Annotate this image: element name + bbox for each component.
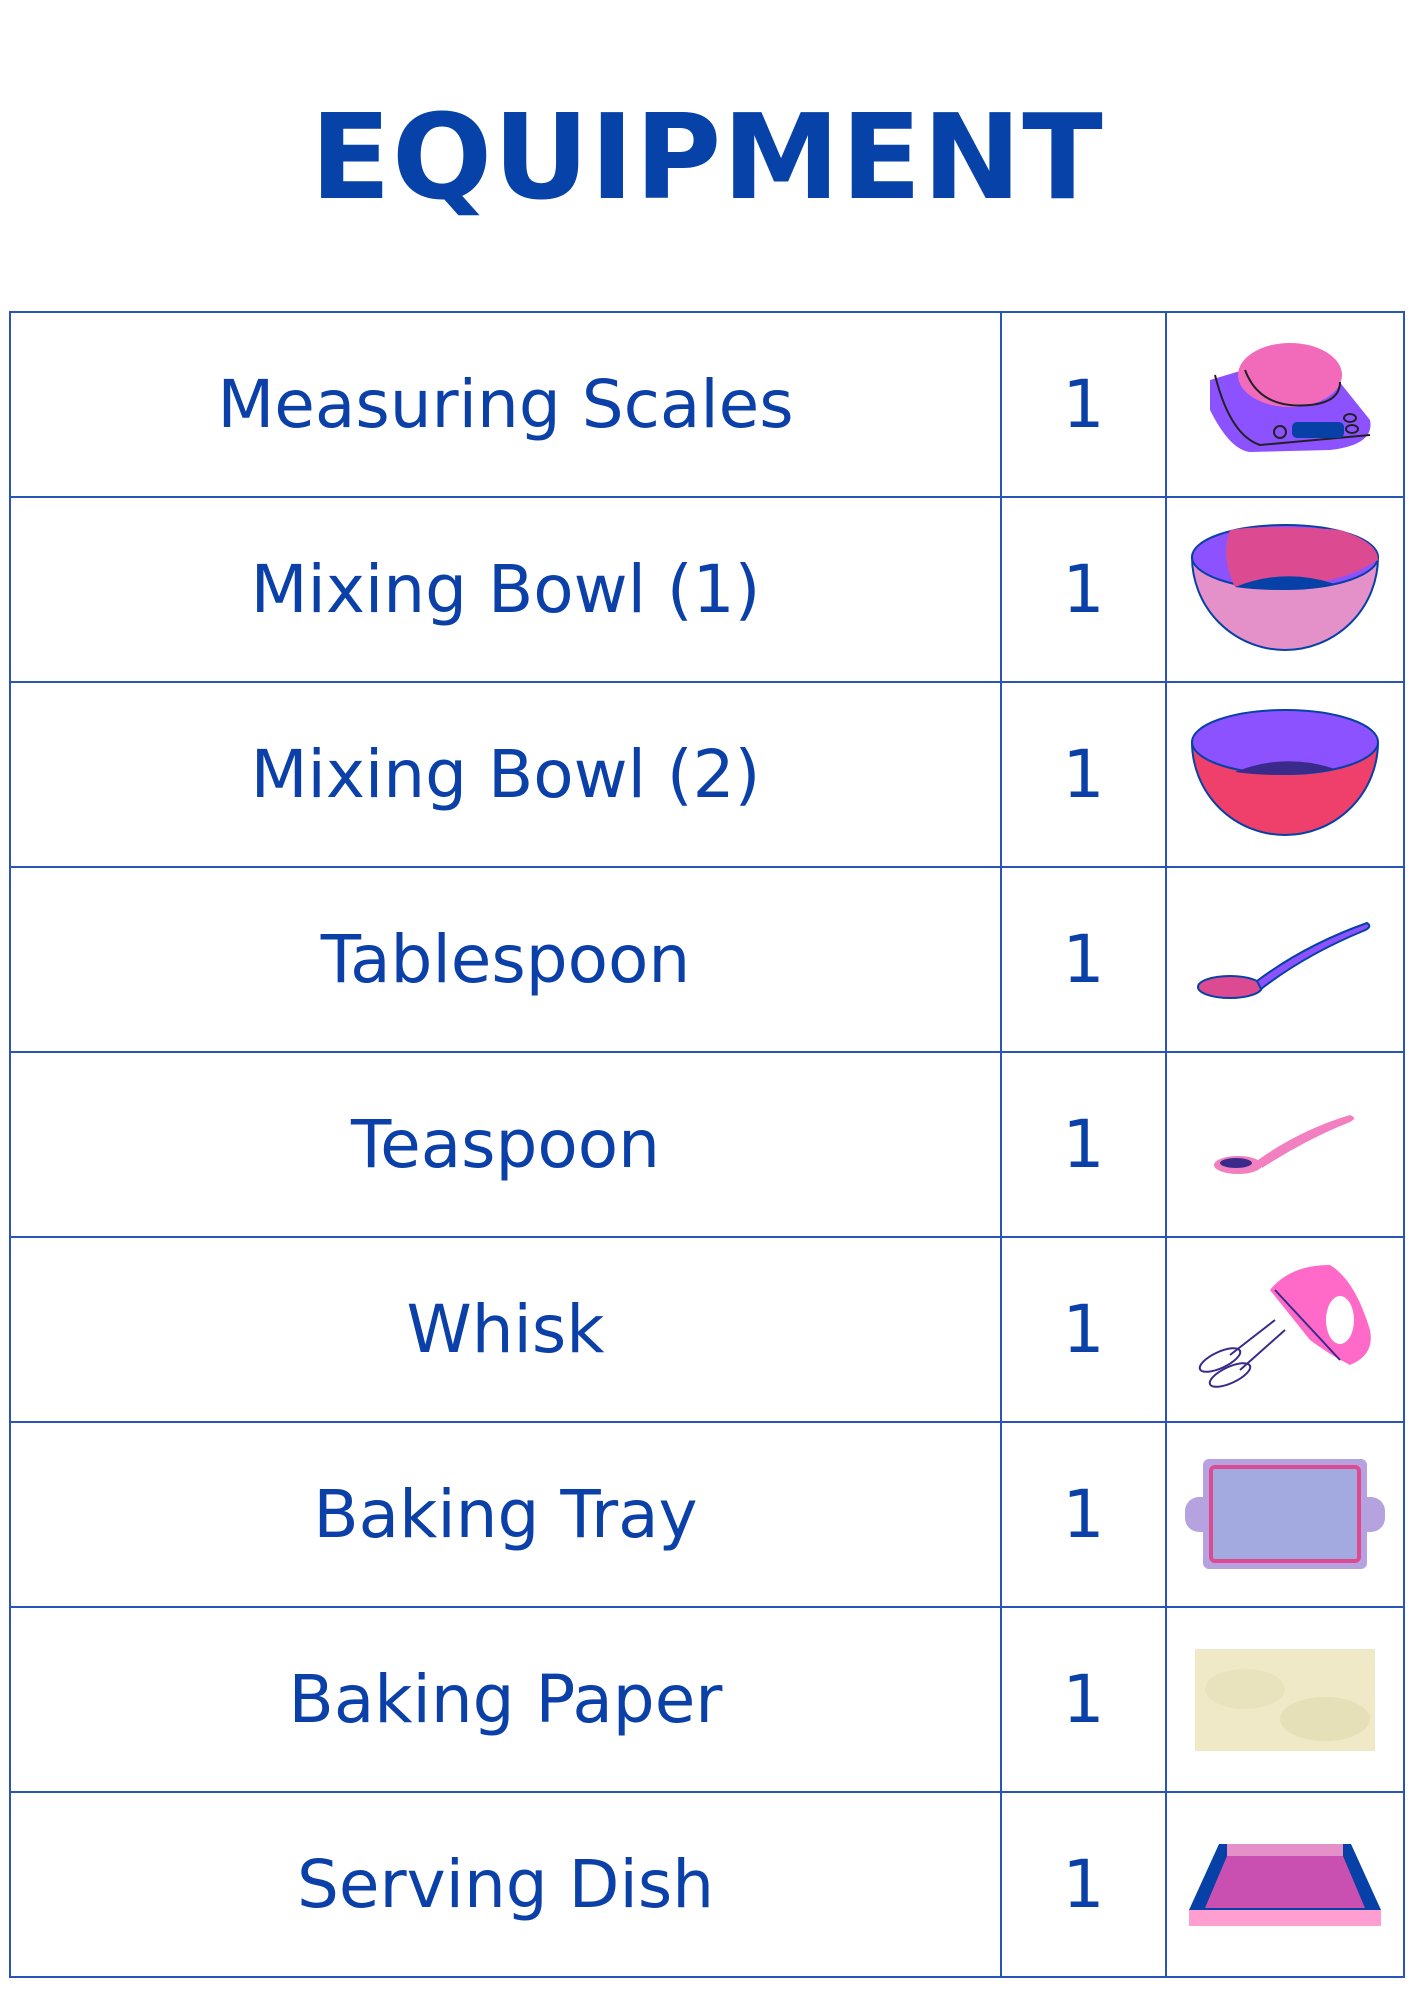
item-name: Serving Dish: [9, 1791, 1002, 1978]
item-name: Baking Paper: [9, 1606, 1002, 1793]
baking-paper-icon: [1195, 1648, 1375, 1751]
tablespoon-icon: [1197, 921, 1371, 999]
item-quantity: 1: [1000, 1606, 1167, 1793]
table-row: Baking Paper 1: [9, 1606, 1405, 1793]
item-quantity: 1: [1000, 1791, 1167, 1978]
table-row: Mixing Bowl (2) 1: [9, 681, 1405, 868]
baking-tray-icon: [1185, 1459, 1385, 1569]
pink-bowl-icon: [1190, 524, 1380, 651]
table-row: Mixing Bowl (1) 1: [9, 496, 1405, 683]
hand-mixer-icon: [1198, 1264, 1371, 1388]
teaspoon-icon: [1214, 1114, 1354, 1174]
item-quantity: 1: [1000, 311, 1167, 498]
table-row: Serving Dish 1: [9, 1791, 1405, 1978]
table-row: Whisk 1: [9, 1236, 1405, 1423]
item-quantity: 1: [1000, 681, 1167, 868]
item-name: Baking Tray: [9, 1421, 1002, 1608]
item-quantity: 1: [1000, 496, 1167, 683]
item-quantity: 1: [1000, 866, 1167, 1053]
item-name: Mixing Bowl (1): [9, 496, 1002, 683]
kitchen-scale-icon: [1210, 342, 1371, 452]
item-name: Tablespoon: [9, 866, 1002, 1053]
serving-dish-icon: [1189, 1843, 1381, 1926]
item-name: Teaspoon: [9, 1051, 1002, 1238]
item-quantity: 1: [1000, 1051, 1167, 1238]
item-name: Mixing Bowl (2): [9, 681, 1002, 868]
red-bowl-icon: [1190, 709, 1380, 836]
item-quantity: 1: [1000, 1421, 1167, 1608]
table-row: Teaspoon 1: [9, 1051, 1405, 1238]
table-row: Baking Tray 1: [9, 1421, 1405, 1608]
equipment-table: Measuring Scales 1 Mixing Bowl (1) 1 Mix…: [9, 311, 1405, 1978]
table-row: Measuring Scales 1: [9, 311, 1405, 498]
item-name: Whisk: [9, 1236, 1002, 1423]
item-quantity: 1: [1000, 1236, 1167, 1423]
page-title: EQUIPMENT: [310, 88, 1104, 226]
table-row: Tablespoon 1: [9, 866, 1405, 1053]
item-name: Measuring Scales: [9, 311, 1002, 498]
